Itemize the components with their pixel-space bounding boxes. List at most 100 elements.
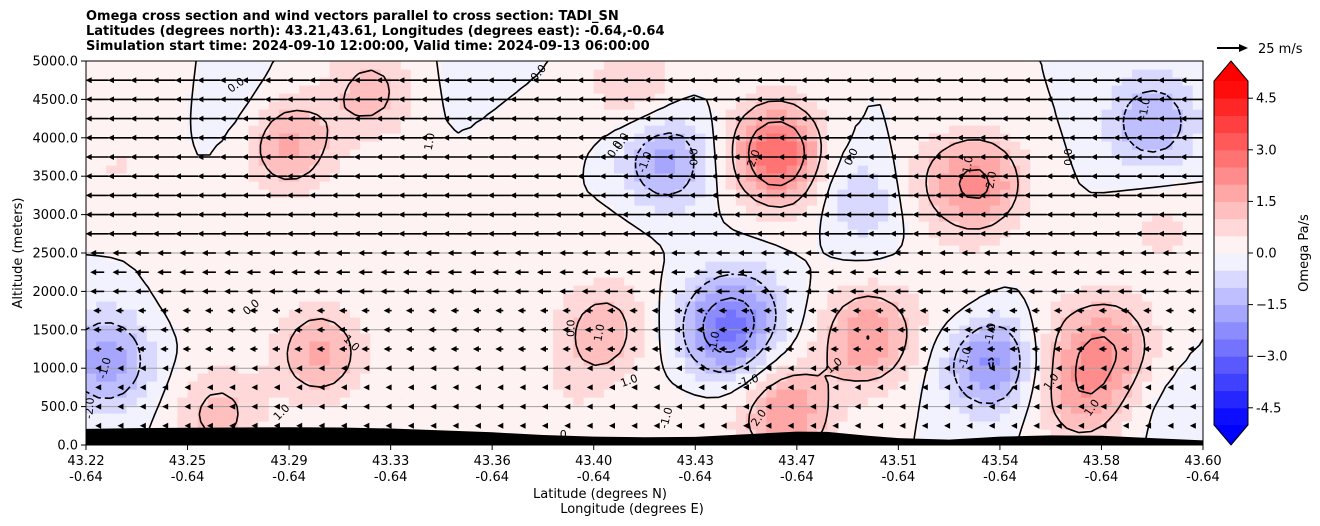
- omega-cell: [604, 109, 615, 118]
- omega-cell: [929, 101, 940, 110]
- omega-cell: [472, 389, 483, 398]
- omega-cell: [462, 357, 473, 366]
- omega-cell: [289, 397, 300, 406]
- omega-cell: [898, 77, 909, 86]
- omega-cell: [1071, 109, 1082, 118]
- omega-cell: [939, 189, 950, 198]
- omega-cell: [766, 61, 777, 70]
- omega-cell: [391, 141, 402, 150]
- omega-cell: [1122, 173, 1133, 182]
- omega-cell: [563, 277, 574, 286]
- omega-cell: [898, 101, 909, 110]
- omega-cell: [553, 293, 564, 302]
- omega-cell: [655, 157, 666, 166]
- omega-cell: [716, 77, 727, 86]
- omega-cell: [665, 429, 676, 438]
- omega-cell: [665, 261, 676, 270]
- omega-cell: [1000, 109, 1011, 118]
- omega-cell: [848, 333, 859, 342]
- omega-cell: [370, 253, 381, 262]
- omega-cell: [106, 197, 117, 206]
- omega-cell: [1081, 349, 1092, 358]
- omega-cell: [990, 293, 1001, 302]
- omega-cell: [685, 285, 696, 294]
- omega-cell: [137, 85, 148, 94]
- omega-cell: [665, 357, 676, 366]
- omega-cell: [127, 85, 138, 94]
- omega-cell: [330, 221, 341, 230]
- omega-cell: [1061, 413, 1072, 422]
- omega-cell: [492, 277, 503, 286]
- omega-cell: [939, 333, 950, 342]
- omega-cell: [969, 429, 980, 438]
- omega-cell: [523, 101, 534, 110]
- omega-cell: [543, 109, 554, 118]
- omega-cell: [959, 61, 970, 70]
- omega-cell: [127, 277, 138, 286]
- omega-cell: [614, 277, 625, 286]
- omega-cell: [381, 349, 392, 358]
- omega-cell: [523, 141, 534, 150]
- omega-cell: [969, 61, 980, 70]
- omega-cell: [350, 301, 361, 310]
- omega-cell: [736, 317, 747, 326]
- omega-cell: [482, 349, 493, 358]
- omega-cell: [685, 261, 696, 270]
- omega-cell: [360, 333, 371, 342]
- omega-cell: [726, 69, 737, 78]
- omega-cell: [949, 261, 960, 270]
- omega-cell: [716, 93, 727, 102]
- omega-cell: [279, 253, 290, 262]
- omega-cell: [837, 341, 848, 350]
- omega-cell: [1051, 301, 1062, 310]
- omega-cell: [868, 389, 879, 398]
- omega-cell: [665, 349, 676, 358]
- omega-cell: [624, 357, 635, 366]
- omega-cell: [127, 181, 138, 190]
- omega-cell: [218, 101, 229, 110]
- omega-cell: [634, 101, 645, 110]
- omega-cell: [360, 237, 371, 246]
- omega-cell: [949, 333, 960, 342]
- omega-cell: [1081, 373, 1092, 382]
- omega-cell: [401, 261, 412, 270]
- omega-cell: [929, 261, 940, 270]
- omega-cell: [705, 237, 716, 246]
- omega-cell: [208, 165, 219, 174]
- omega-cell: [127, 101, 138, 110]
- omega-cell: [909, 389, 920, 398]
- omega-cell: [320, 333, 331, 342]
- omega-cell: [736, 397, 747, 406]
- omega-cell: [269, 205, 280, 214]
- omega-cell: [360, 221, 371, 230]
- omega-cell: [269, 85, 280, 94]
- omega-cell: [340, 277, 351, 286]
- omega-cell: [685, 373, 696, 382]
- omega-cell: [614, 333, 625, 342]
- omega-cell: [1000, 277, 1011, 286]
- omega-cell: [573, 237, 584, 246]
- omega-cell: [320, 85, 331, 94]
- omega-cell: [563, 389, 574, 398]
- omega-cell: [350, 101, 361, 110]
- omega-cell: [1020, 85, 1031, 94]
- omega-cell: [1041, 253, 1052, 262]
- omega-cell: [736, 221, 747, 230]
- omega-cell: [827, 101, 838, 110]
- omega-cell: [502, 205, 513, 214]
- omega-cell: [705, 197, 716, 206]
- omega-cell: [299, 293, 310, 302]
- omega-cell: [320, 237, 331, 246]
- omega-cell: [462, 285, 473, 294]
- omega-cell: [482, 69, 493, 78]
- omega-cell: [228, 333, 239, 342]
- omega-cell: [685, 317, 696, 326]
- omega-cell: [492, 173, 503, 182]
- omega-cell: [502, 341, 513, 350]
- omega-cell: [330, 349, 341, 358]
- omega-cell: [289, 413, 300, 422]
- omega-cell: [249, 125, 260, 134]
- omega-cell: [431, 373, 442, 382]
- omega-cell: [1122, 237, 1133, 246]
- omega-cell: [137, 77, 148, 86]
